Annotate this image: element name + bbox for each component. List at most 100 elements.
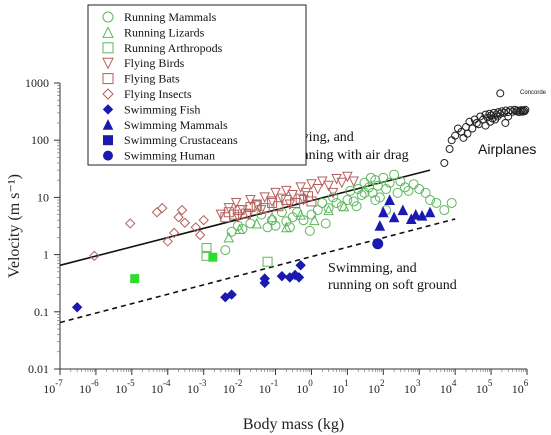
data-point <box>295 193 306 204</box>
data-point <box>336 177 348 189</box>
legend-marker <box>102 73 114 85</box>
x-axis-label: Body mass (kg) <box>243 416 344 433</box>
data-point <box>345 185 356 196</box>
data-point <box>399 182 410 193</box>
x-tick-label: 10-7 <box>43 378 63 396</box>
data-point <box>251 200 262 211</box>
x-tick-label: 10-6 <box>79 378 99 396</box>
data-point <box>124 218 136 229</box>
data-points <box>71 89 530 313</box>
data-point <box>481 121 490 130</box>
y-tick-label: 0.1 <box>34 305 49 319</box>
series-swimming-human <box>372 238 384 250</box>
x-tick-label: 100 <box>296 378 313 396</box>
series-running-arthropods-green-fill <box>130 252 218 284</box>
legend-marker <box>102 42 114 54</box>
data-point <box>392 187 403 198</box>
data-point <box>497 107 506 116</box>
legend-marker <box>102 26 114 38</box>
data-point <box>416 210 428 221</box>
legend-label: Flying Birds <box>124 56 185 70</box>
data-point <box>359 187 370 198</box>
x-tick-label: 10-3 <box>187 378 207 396</box>
data-point <box>270 220 281 231</box>
data-point <box>226 289 237 300</box>
data-point <box>372 238 384 250</box>
x-tick-label: 101 <box>332 378 349 396</box>
y-tick-label: 1000 <box>25 76 49 90</box>
data-point <box>190 222 201 233</box>
fit-lines <box>59 169 456 324</box>
legend-label: Flying Insects <box>124 87 192 101</box>
data-point <box>367 187 378 198</box>
data-point <box>201 243 212 254</box>
data-point <box>293 272 305 283</box>
x-tick-label: 104 <box>440 378 457 396</box>
data-point <box>445 145 454 154</box>
data-point <box>308 214 320 226</box>
series-swimming-fish <box>71 260 306 313</box>
data-point <box>370 195 381 206</box>
legend-label: Swimming Mammals <box>124 118 228 132</box>
legend-marker <box>103 135 113 146</box>
data-point <box>281 221 292 233</box>
data-point <box>312 205 323 216</box>
data-point <box>295 260 306 271</box>
data-point <box>215 209 227 221</box>
x-tick-label: 106 <box>512 378 529 396</box>
swimming-label-line2: running on soft ground <box>328 278 457 293</box>
data-point <box>408 179 419 190</box>
legend-marker <box>102 88 114 100</box>
data-point <box>496 89 505 98</box>
legend-box <box>87 4 307 166</box>
series-flying-bats <box>220 191 317 223</box>
data-point <box>262 222 273 233</box>
x-tick-label: 10-1 <box>259 378 279 396</box>
data-point <box>521 105 530 114</box>
concorde-label: Concorde <box>520 90 547 96</box>
flying-label-line2: running with air drag <box>290 148 409 163</box>
data-point <box>342 195 353 206</box>
data-point <box>243 209 255 221</box>
data-point <box>230 197 242 209</box>
series-running-lizards <box>223 200 350 243</box>
data-point <box>234 205 245 216</box>
data-point <box>328 192 339 203</box>
data-point <box>356 190 367 201</box>
data-point <box>302 191 313 202</box>
data-point <box>259 192 271 204</box>
data-point <box>179 217 191 228</box>
data-point <box>300 187 312 199</box>
y-axis-label: Velocity (m s⁻¹) <box>6 174 23 278</box>
y-tick-label: 0.01 <box>28 362 49 376</box>
axes: 10-7 10-6 10-5 10-4 10-3 10-2 10-1 100 101 102 103… <box>6 76 529 433</box>
data-point <box>176 204 188 216</box>
data-point <box>151 207 163 218</box>
data-point <box>420 187 431 198</box>
data-point <box>220 245 231 256</box>
data-point <box>403 185 414 196</box>
data-point <box>223 207 234 218</box>
data-point <box>378 172 389 183</box>
series-swimming-mammals <box>374 194 436 231</box>
data-point <box>306 196 317 207</box>
swimming-label-line1: Swimming, and <box>328 261 417 276</box>
data-point <box>474 120 483 129</box>
data-point <box>494 108 503 117</box>
legend-label: Running Mammals <box>124 10 217 24</box>
data-point <box>267 215 278 226</box>
data-point <box>317 197 328 208</box>
data-point <box>298 215 309 226</box>
data-point <box>89 250 100 262</box>
series-concorde <box>496 89 505 98</box>
legend-marker <box>102 119 114 130</box>
data-point <box>245 218 256 229</box>
data-point <box>381 184 392 195</box>
data-point <box>245 201 256 212</box>
y-tick-label: 100 <box>31 133 49 147</box>
data-point <box>446 197 457 208</box>
series-flying-insects <box>89 202 209 262</box>
